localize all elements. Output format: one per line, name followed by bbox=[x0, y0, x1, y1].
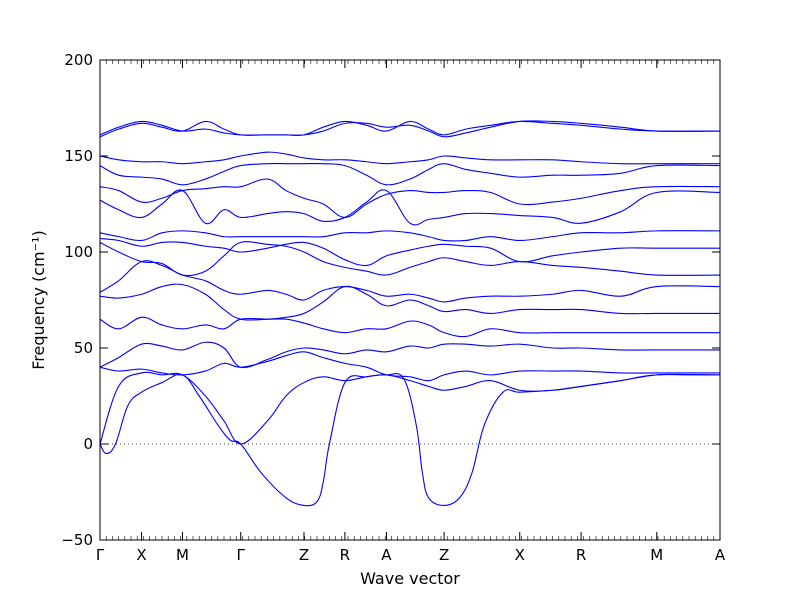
band-line-14 bbox=[99, 151, 720, 165]
x-tick-label: X bbox=[136, 546, 146, 564]
y-tick-label: 200 bbox=[64, 51, 93, 69]
x-tick-label: X bbox=[515, 546, 525, 564]
x-tick-label: R bbox=[576, 546, 586, 564]
x-tick-label: A bbox=[381, 546, 392, 564]
y-tick-label: −50 bbox=[61, 531, 93, 549]
band-line-11 bbox=[99, 189, 721, 226]
band-line-8 bbox=[99, 241, 721, 277]
y-tick-label: 100 bbox=[64, 243, 93, 261]
y-axis-ticks: −50 0 50 100 150 200 bbox=[61, 51, 720, 549]
band-line-10 bbox=[99, 230, 721, 242]
band-line-13 bbox=[99, 162, 721, 186]
x-tick-label: R bbox=[340, 546, 350, 564]
band-lines bbox=[99, 120, 721, 507]
x-tick-label: M bbox=[176, 546, 189, 564]
band-line-3 bbox=[99, 351, 721, 382]
x-tick-label: M bbox=[650, 546, 663, 564]
x-axis-label: Wave vector bbox=[360, 569, 460, 588]
y-tick-label: 150 bbox=[64, 147, 93, 165]
band-line-5 bbox=[99, 316, 720, 338]
x-tick-label: A bbox=[715, 546, 726, 564]
band-line-4 bbox=[99, 341, 720, 369]
y-tick-label: 50 bbox=[74, 339, 93, 357]
x-tick-label: Z bbox=[439, 546, 449, 564]
band-line-9 bbox=[99, 238, 720, 267]
band-line-2 bbox=[99, 371, 721, 445]
band-line-16 bbox=[99, 120, 721, 138]
band-line-12 bbox=[99, 178, 721, 218]
y-axis-label: Frequency (cm⁻¹) bbox=[29, 230, 48, 369]
x-tick-label: Γ bbox=[96, 546, 105, 564]
x-tick-label: Γ bbox=[237, 546, 246, 564]
band-line-6 bbox=[99, 283, 720, 321]
x-tick-label: Z bbox=[299, 546, 309, 564]
y-tick-label: 0 bbox=[83, 435, 93, 453]
